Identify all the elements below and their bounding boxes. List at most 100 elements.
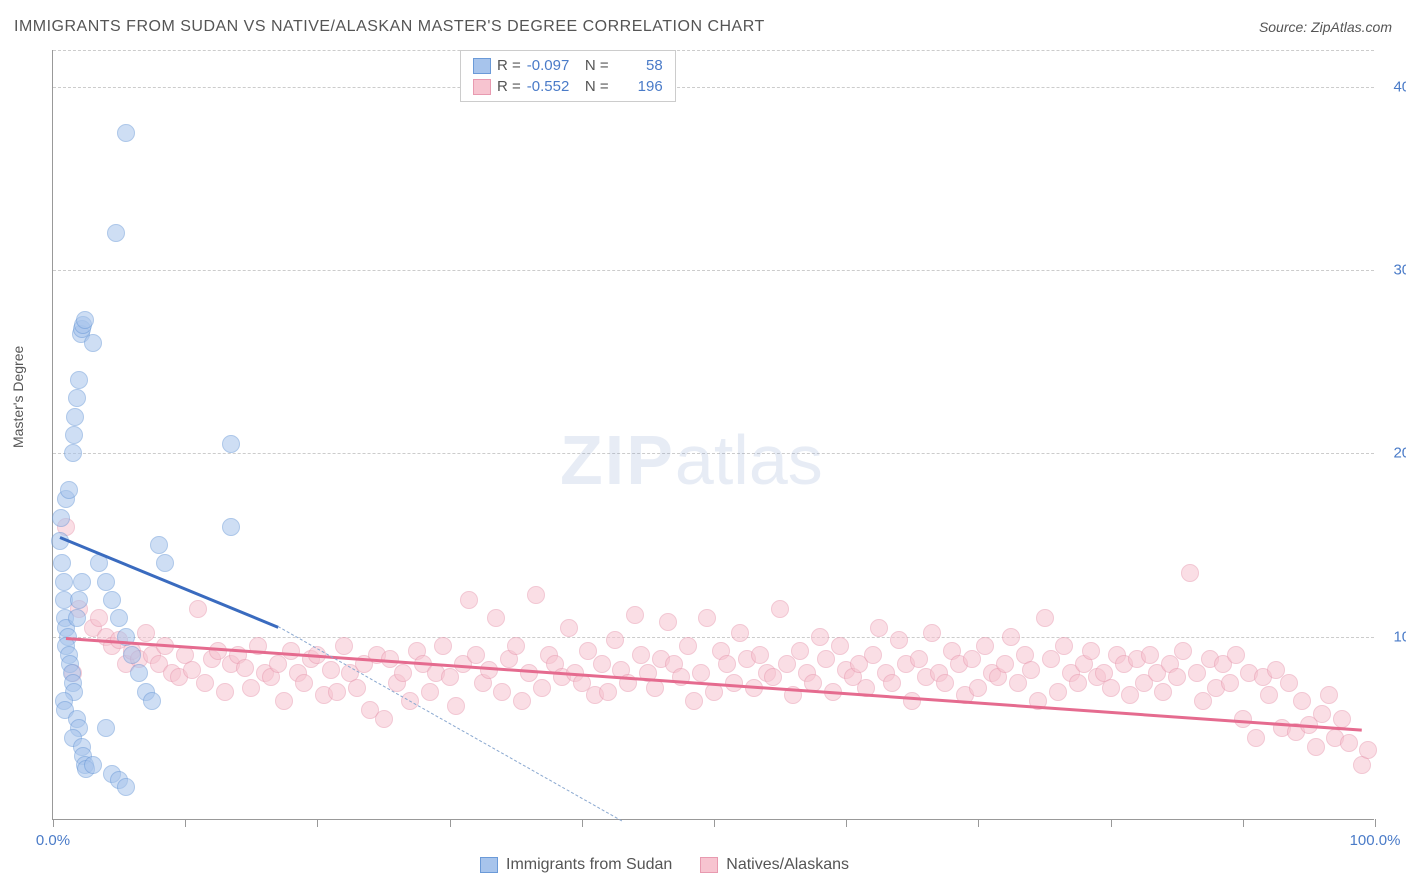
data-point (156, 554, 174, 572)
source-attribution: Source: ZipAtlas.com (1259, 19, 1392, 35)
data-point (731, 624, 749, 642)
data-point (117, 124, 135, 142)
data-point (659, 613, 677, 631)
legend-label: Immigrants from Sudan (506, 856, 672, 874)
legend-swatch (473, 58, 491, 74)
data-point (791, 642, 809, 660)
data-point (831, 637, 849, 655)
legend-r-value: -0.097 (527, 57, 575, 74)
data-point (1221, 674, 1239, 692)
legend-swatch (480, 857, 498, 873)
data-point (692, 664, 710, 682)
data-point (520, 664, 538, 682)
data-point (1154, 683, 1172, 701)
data-point (275, 692, 293, 710)
data-point (679, 637, 697, 655)
data-point (771, 600, 789, 618)
data-point (394, 664, 412, 682)
xtick (714, 819, 715, 827)
data-point (60, 481, 78, 499)
data-point (903, 692, 921, 710)
data-point (1280, 674, 1298, 692)
data-point (996, 655, 1014, 673)
data-point (725, 674, 743, 692)
data-point (1022, 661, 1040, 679)
data-point (1036, 609, 1054, 627)
data-point (196, 674, 214, 692)
legend-swatch (473, 79, 491, 95)
data-point (923, 624, 941, 642)
data-point (295, 674, 313, 692)
data-point (1359, 741, 1377, 759)
data-point (1049, 683, 1067, 701)
data-point (560, 619, 578, 637)
ytick-label: 40.0% (1393, 78, 1406, 95)
ytick-label: 20.0% (1393, 445, 1406, 462)
xtick (846, 819, 847, 827)
legend-swatch (700, 857, 718, 873)
data-point (66, 408, 84, 426)
data-point (467, 646, 485, 664)
data-point (68, 389, 86, 407)
data-point (322, 661, 340, 679)
legend-n-value: 58 (615, 57, 663, 74)
gridline (53, 87, 1374, 88)
data-point (1055, 637, 1073, 655)
data-point (70, 591, 88, 609)
data-point (84, 334, 102, 352)
data-point (117, 778, 135, 796)
data-point (97, 573, 115, 591)
legend-n-prefix: N = (581, 57, 609, 74)
data-point (143, 692, 161, 710)
legend-r-value: -0.552 (527, 78, 575, 95)
gridline (53, 50, 1374, 51)
data-point (626, 606, 644, 624)
xtick (317, 819, 318, 827)
data-point (1307, 738, 1325, 756)
data-point (533, 679, 551, 697)
gridline (53, 637, 1374, 638)
data-point (103, 591, 121, 609)
y-axis-label: Master's Degree (10, 346, 26, 448)
gridline (53, 270, 1374, 271)
data-point (870, 619, 888, 637)
xtick (450, 819, 451, 827)
data-point (107, 224, 125, 242)
correlation-legend: R =-0.097 N =58R =-0.552 N =196 (460, 50, 676, 102)
legend-row: R =-0.552 N =196 (473, 76, 663, 97)
data-point (282, 642, 300, 660)
series-legend: Immigrants from SudanNatives/Alaskans (480, 856, 849, 874)
data-point (1168, 668, 1186, 686)
data-point (698, 609, 716, 627)
xtick (1243, 819, 1244, 827)
xtick (1375, 819, 1376, 827)
data-point (130, 664, 148, 682)
data-point (84, 756, 102, 774)
chart-title: IMMIGRANTS FROM SUDAN VS NATIVE/ALASKAN … (14, 18, 765, 36)
data-point (375, 710, 393, 728)
legend-n-prefix: N = (581, 78, 609, 95)
data-point (599, 683, 617, 701)
xtick-label: 100.0% (1350, 832, 1401, 849)
chart-plot-area: 10.0%20.0%30.0%40.0%0.0%100.0% (52, 50, 1374, 820)
xtick (582, 819, 583, 827)
data-point (1313, 705, 1331, 723)
data-point (1188, 664, 1206, 682)
data-point (97, 719, 115, 737)
data-point (1320, 686, 1338, 704)
data-point (1069, 674, 1087, 692)
gridline (53, 453, 1374, 454)
xtick (185, 819, 186, 827)
data-point (335, 637, 353, 655)
data-point (811, 628, 829, 646)
data-point (593, 655, 611, 673)
data-point (969, 679, 987, 697)
data-point (65, 426, 83, 444)
data-point (53, 554, 71, 572)
data-point (222, 435, 240, 453)
data-point (1141, 646, 1159, 664)
data-point (68, 609, 86, 627)
data-point (328, 683, 346, 701)
ytick-label: 10.0% (1393, 628, 1406, 645)
legend-n-value: 196 (615, 78, 663, 95)
